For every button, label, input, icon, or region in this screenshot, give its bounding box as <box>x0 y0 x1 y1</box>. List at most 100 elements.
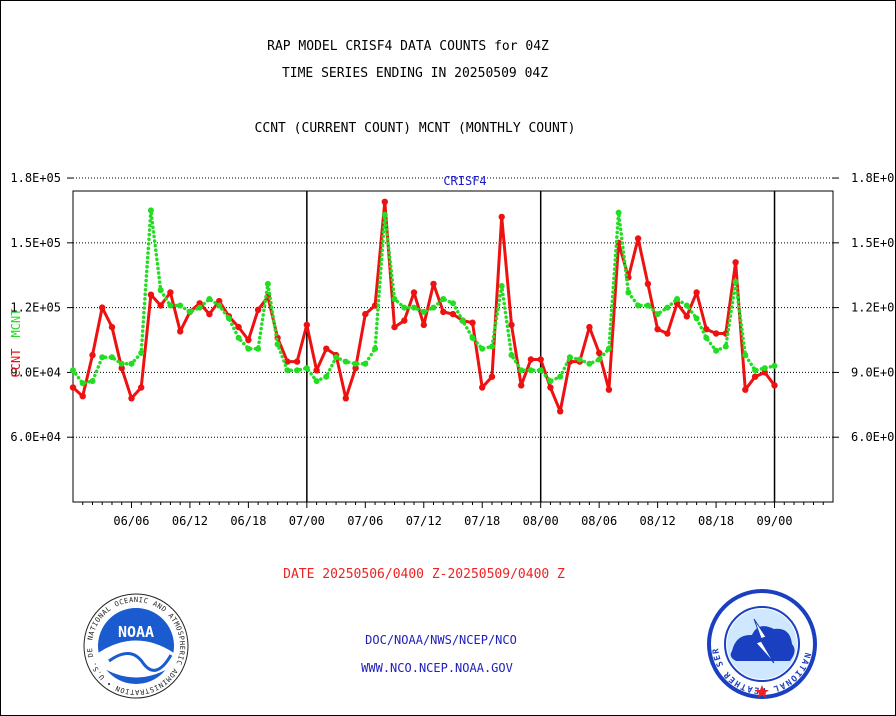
data-point-ccnt <box>323 345 330 352</box>
data-point-mcnt <box>206 296 213 302</box>
data-point-ccnt <box>537 356 544 363</box>
data-point-mcnt <box>713 347 720 354</box>
data-point-ccnt <box>449 310 457 318</box>
data-point-ccnt <box>488 373 496 380</box>
data-point-mcnt <box>683 302 690 309</box>
y-tick-label-right: 1.5E+05 <box>851 236 895 250</box>
data-point-ccnt <box>410 289 418 296</box>
data-point-ccnt <box>644 280 652 288</box>
y-tick-label-left: 1.8E+05 <box>10 171 61 185</box>
data-point-mcnt <box>576 356 583 363</box>
data-point-mcnt <box>644 302 651 309</box>
data-point-mcnt <box>489 343 495 350</box>
data-point-ccnt <box>167 289 174 296</box>
y-tick-label-right: 1.2E+05 <box>851 301 895 315</box>
data-point-mcnt <box>401 304 408 311</box>
x-tick-label: 07/12 <box>406 514 442 528</box>
data-point-mcnt <box>479 345 486 352</box>
data-point-ccnt <box>712 330 720 337</box>
data-point-mcnt <box>498 283 505 289</box>
data-point-mcnt <box>411 304 417 311</box>
data-point-mcnt <box>381 211 388 218</box>
data-point-ccnt <box>420 321 427 329</box>
data-point-mcnt <box>89 378 96 385</box>
data-point-mcnt <box>167 302 174 309</box>
data-point-ccnt <box>196 300 203 307</box>
data-point-ccnt <box>518 382 525 389</box>
y-tick-label-left: 6.0E+04 <box>10 430 61 444</box>
data-point-mcnt <box>703 334 710 341</box>
data-point-ccnt <box>742 386 749 393</box>
data-point-mcnt <box>596 356 603 363</box>
data-point-mcnt <box>547 378 554 385</box>
data-point-ccnt <box>371 302 379 309</box>
data-point-ccnt <box>771 382 778 389</box>
data-point-ccnt <box>284 358 291 365</box>
data-point-ccnt <box>498 213 505 221</box>
data-point-mcnt <box>177 302 184 309</box>
data-point-mcnt <box>722 343 729 350</box>
data-point-ccnt <box>79 393 86 400</box>
data-point-ccnt <box>216 297 223 305</box>
data-point-mcnt <box>420 308 427 315</box>
data-point-mcnt <box>147 207 154 214</box>
data-point-ccnt <box>157 302 164 309</box>
x-tick-label: 08/18 <box>698 514 734 528</box>
x-tick-label: 08/06 <box>581 514 617 528</box>
x-tick-label: 07/00 <box>289 514 325 528</box>
data-point-mcnt <box>274 341 281 348</box>
data-point-mcnt <box>264 280 271 287</box>
data-point-mcnt <box>527 367 534 374</box>
x-tick-label: 07/18 <box>464 514 500 528</box>
data-point-mcnt <box>186 308 193 315</box>
data-point-mcnt <box>557 373 564 380</box>
data-point-ccnt <box>128 395 135 402</box>
time-series-plot: 6.0E+04 6.0E+04 9.0E+04 9.0E+04 1.2E+05 1.2E+… <box>9 171 895 528</box>
org-link[interactable]: DOC/NOAA/NWS/NCEP/NCO <box>365 633 517 647</box>
data-point-ccnt <box>508 321 515 329</box>
data-point-ccnt <box>479 384 486 391</box>
data-point-mcnt <box>664 304 671 311</box>
data-point-mcnt <box>79 380 86 387</box>
data-point-ccnt <box>654 326 661 333</box>
data-point-mcnt <box>294 367 301 374</box>
data-point-ccnt <box>177 328 184 335</box>
data-point-mcnt <box>440 296 447 302</box>
x-tick-label: 06/12 <box>172 514 208 528</box>
data-point-mcnt <box>362 360 369 367</box>
data-point-ccnt <box>547 384 554 391</box>
data-point-ccnt <box>469 319 476 326</box>
nws-logo: NATIONAL WEATHER SERVICE <box>706 589 817 699</box>
data-point-ccnt <box>293 358 301 365</box>
data-point-mcnt <box>430 304 437 311</box>
data-point-ccnt <box>108 323 116 331</box>
x-tick-label: 06/06 <box>113 514 149 528</box>
data-point-ccnt <box>89 351 96 359</box>
data-point-ccnt <box>352 364 359 372</box>
noaa-logo: NOAA NATIONAL OCEANIC AND ATMOSPHERIC AD… <box>81 593 189 699</box>
date-range-label: DATE 20250506/0400 Z-20250509/0400 Z <box>283 567 565 582</box>
data-point-mcnt <box>313 378 320 385</box>
data-point-mcnt <box>284 367 291 374</box>
data-point-ccnt <box>527 356 535 363</box>
chart-title-line-1: RAP MODEL CRISF4 DATA COUNTS for 04Z <box>267 39 549 54</box>
data-point-mcnt <box>566 354 573 361</box>
data-point-mcnt <box>138 350 145 356</box>
data-point-ccnt <box>430 280 437 288</box>
data-point-mcnt <box>605 345 612 352</box>
data-point-ccnt <box>362 310 369 318</box>
data-point-mcnt <box>70 367 76 374</box>
data-point-mcnt <box>352 360 359 367</box>
series-title: CRISF4 <box>443 174 486 188</box>
website-link[interactable]: WWW.NCO.NCEP.NOAA.GOV <box>361 661 513 675</box>
data-point-ccnt <box>313 367 320 374</box>
y-axis-label-ccnt: CCNT <box>9 349 23 378</box>
data-point-mcnt <box>654 311 661 318</box>
data-point-mcnt <box>761 365 768 372</box>
x-tick-label: 07/06 <box>347 514 383 528</box>
data-point-mcnt <box>732 278 739 285</box>
data-point-mcnt <box>518 367 525 374</box>
data-point-mcnt <box>157 287 164 294</box>
data-point-ccnt <box>303 321 310 329</box>
data-point-mcnt <box>333 354 340 361</box>
